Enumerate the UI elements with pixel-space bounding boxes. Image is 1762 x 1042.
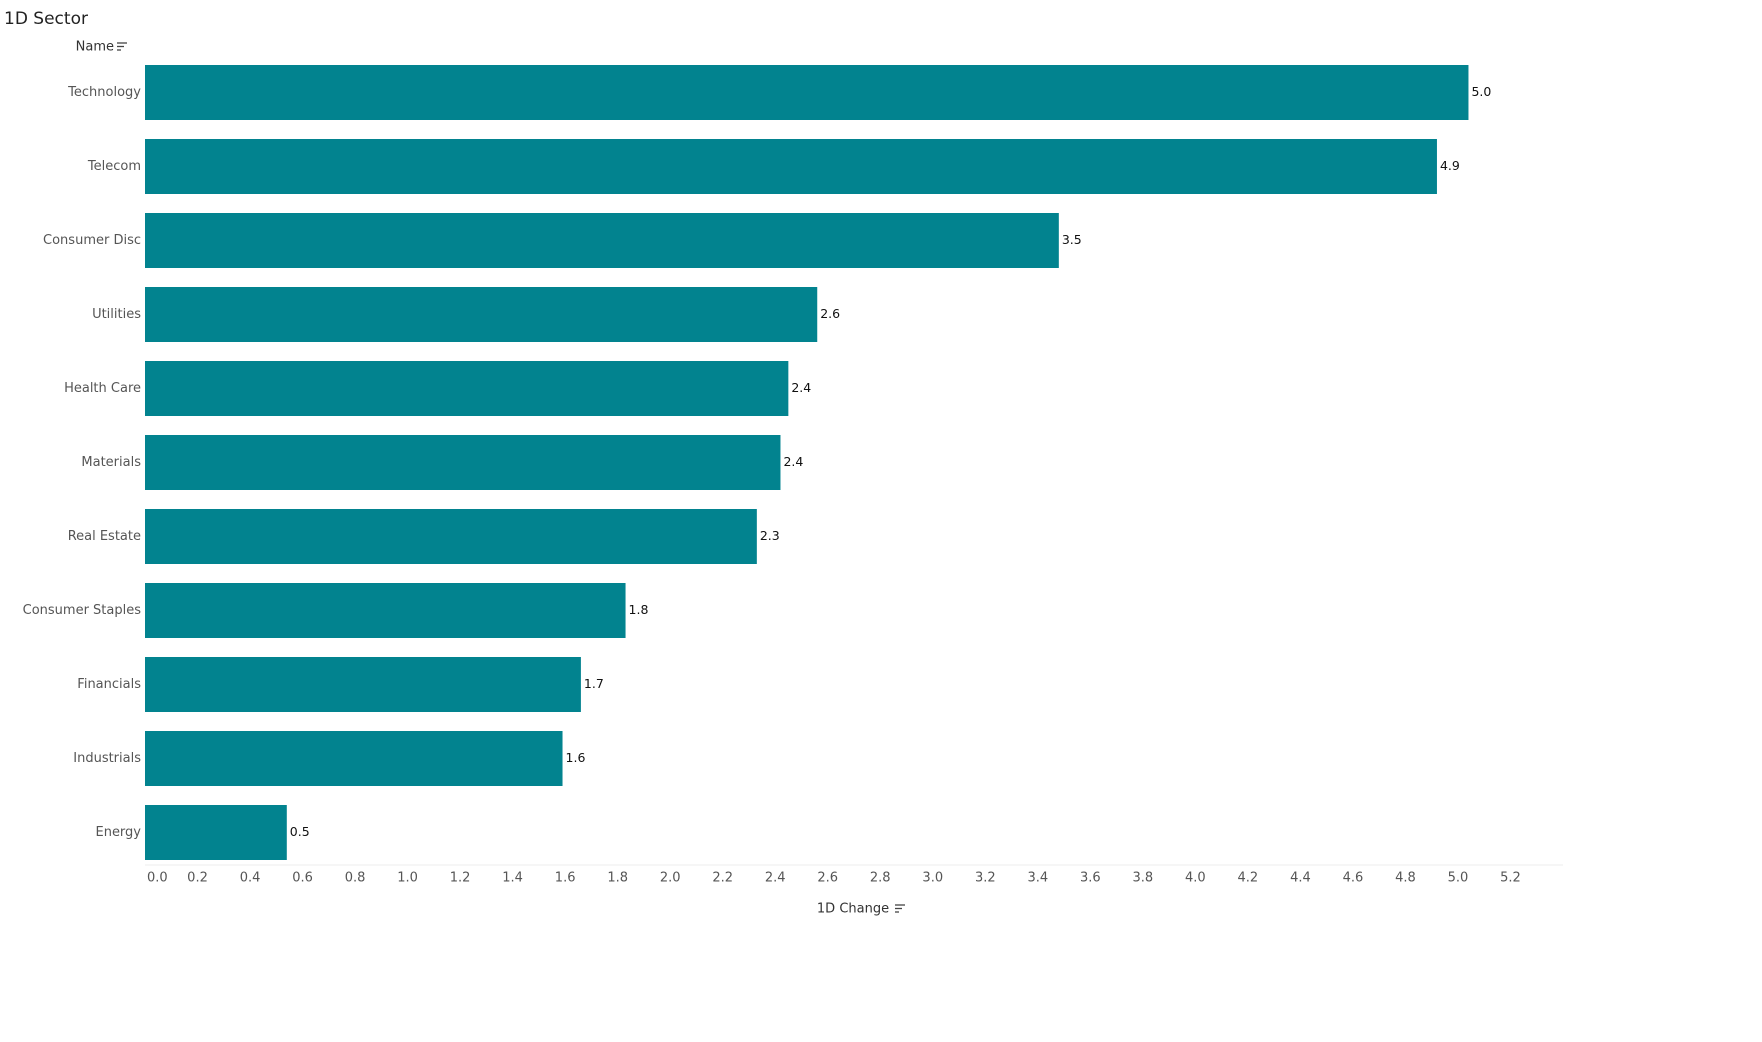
x-tick-label: 2.0 bbox=[660, 871, 681, 886]
data-label: 2.4 bbox=[791, 380, 811, 395]
y-tick-label: Consumer Staples bbox=[23, 603, 142, 618]
x-tick-label: 2.4 bbox=[765, 871, 786, 886]
x-tick-label: 3.6 bbox=[1080, 871, 1101, 886]
x-tick-label: 1.4 bbox=[502, 871, 523, 886]
x-tick-label: 4.0 bbox=[1185, 871, 1206, 886]
data-label: 2.4 bbox=[783, 454, 803, 469]
x-tick-label: 3.2 bbox=[975, 871, 996, 886]
y-tick-label: Financials bbox=[77, 677, 141, 692]
y-tick-label: Industrials bbox=[73, 751, 141, 766]
bar bbox=[145, 805, 287, 860]
data-label: 1.6 bbox=[566, 750, 586, 765]
x-tick-label: 1.8 bbox=[607, 871, 628, 886]
bar bbox=[145, 139, 1437, 194]
y-tick-label: Energy bbox=[95, 825, 141, 840]
bar bbox=[145, 287, 818, 342]
x-tick-label: 0.2 bbox=[187, 871, 208, 886]
x-tick-label: 1.2 bbox=[450, 871, 471, 886]
x-tick-label: 5.2 bbox=[1500, 871, 1521, 886]
y-tick-label: Telecom bbox=[87, 159, 141, 174]
y-tick-label: Technology bbox=[67, 85, 141, 100]
chart-title: 1D Sector bbox=[4, 9, 88, 29]
x-tick-label: 4.8 bbox=[1395, 871, 1416, 886]
bar bbox=[145, 731, 563, 786]
data-label: 1.7 bbox=[584, 676, 604, 691]
x-tick-label: 4.6 bbox=[1343, 871, 1364, 886]
bar bbox=[145, 361, 789, 416]
x-tick-label: 2.6 bbox=[817, 871, 838, 886]
bar bbox=[145, 583, 626, 638]
bar bbox=[145, 213, 1059, 268]
sort-icon[interactable] bbox=[895, 904, 905, 913]
x-tick-label: 1.6 bbox=[555, 871, 576, 886]
x-tick-label: 3.4 bbox=[1027, 871, 1048, 886]
x-tick-label: 2.2 bbox=[712, 871, 733, 886]
bar bbox=[145, 509, 757, 564]
x-axis-title[interactable]: 1D Change bbox=[817, 902, 889, 917]
data-label: 4.9 bbox=[1440, 158, 1460, 173]
data-label: 2.6 bbox=[820, 306, 840, 321]
x-tick-label: 3.8 bbox=[1133, 871, 1154, 886]
sort-icon[interactable] bbox=[117, 42, 127, 51]
y-tick-label: Materials bbox=[81, 455, 141, 470]
bar bbox=[145, 65, 1469, 120]
x-tick-label: 5.0 bbox=[1448, 871, 1469, 886]
y-tick-label: Real Estate bbox=[68, 529, 141, 544]
y-tick-label: Consumer Disc bbox=[43, 233, 141, 248]
x-tick-label: 2.8 bbox=[870, 871, 891, 886]
x-tick-label: 0.0 bbox=[147, 871, 168, 886]
x-tick-label: 0.4 bbox=[240, 871, 261, 886]
x-tick-label: 4.2 bbox=[1238, 871, 1259, 886]
data-label: 5.0 bbox=[1471, 84, 1491, 99]
bar bbox=[145, 657, 581, 712]
data-label: 2.3 bbox=[760, 528, 780, 543]
x-tick-label: 4.4 bbox=[1290, 871, 1311, 886]
x-tick-label: 3.0 bbox=[922, 871, 943, 886]
data-label: 1.8 bbox=[629, 602, 649, 617]
y-axis-title[interactable]: Name bbox=[76, 40, 114, 55]
y-tick-label: Health Care bbox=[64, 381, 141, 396]
y-tick-label: Utilities bbox=[92, 307, 141, 322]
x-tick-label: 1.0 bbox=[397, 871, 418, 886]
x-tick-label: 0.8 bbox=[345, 871, 366, 886]
x-tick-label: 0.6 bbox=[292, 871, 313, 886]
bar bbox=[145, 435, 781, 490]
data-label: 3.5 bbox=[1062, 232, 1082, 247]
data-label: 0.5 bbox=[290, 824, 310, 839]
